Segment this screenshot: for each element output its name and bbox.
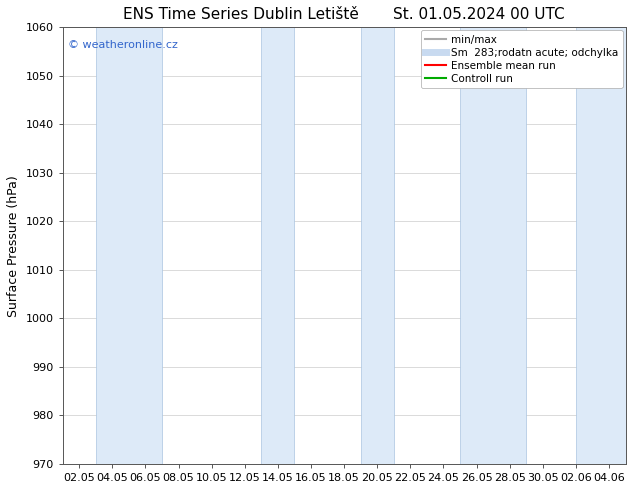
Legend: min/max, Sm  283;rodatn acute; odchylka, Ensemble mean run, Controll run: min/max, Sm 283;rodatn acute; odchylka, … [421, 30, 623, 88]
Text: © weatheronline.cz: © weatheronline.cz [68, 40, 178, 50]
Bar [261, 27, 294, 464]
Title: ENS Time Series Dublin Letiště       St. 01.05.2024 00 UTC: ENS Time Series Dublin Letiště St. 01.05… [124, 7, 565, 22]
Bar [460, 27, 526, 464]
Bar [361, 27, 394, 464]
Y-axis label: Surface Pressure (hPa): Surface Pressure (hPa) [7, 175, 20, 317]
Bar [96, 27, 162, 464]
Bar [576, 27, 626, 464]
